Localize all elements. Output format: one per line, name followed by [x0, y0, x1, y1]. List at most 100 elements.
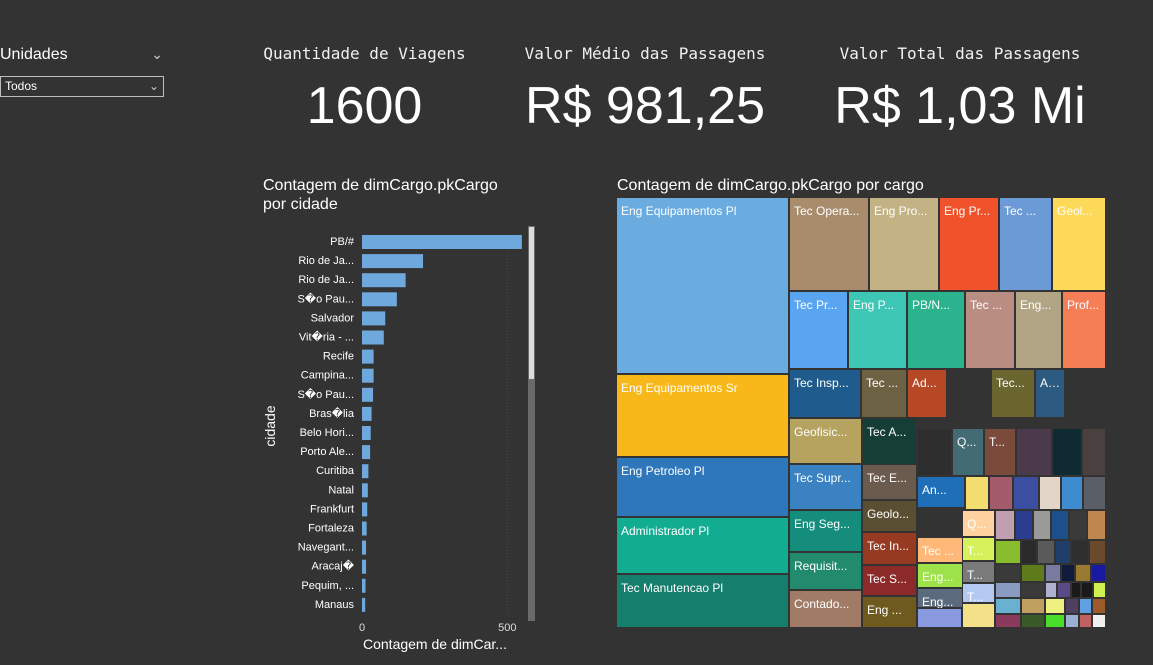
treemap-tile[interactable]: T... [962, 537, 995, 561]
treemap-tile-small[interactable] [1092, 598, 1106, 614]
treemap-tile-small[interactable] [1081, 582, 1093, 598]
treemap-tile[interactable]: Q... [952, 428, 984, 476]
treemap-tile-small[interactable] [1037, 540, 1055, 564]
treemap-tile[interactable]: Prof... [1062, 291, 1106, 369]
treemap-tile[interactable]: Tec S... [862, 565, 917, 596]
treemap-tile-small[interactable] [995, 598, 1021, 614]
treemap-tile-small[interactable] [1016, 428, 1052, 476]
treemap-tile[interactable]: Eng... [1015, 291, 1062, 369]
treemap-tile-small[interactable] [995, 614, 1021, 628]
treemap-tile-label: Geolo... [867, 507, 910, 521]
treemap-tile-small[interactable] [995, 540, 1021, 564]
treemap-tile-small[interactable] [1065, 614, 1079, 628]
treemap-tile-small[interactable] [1055, 540, 1071, 564]
treemap-tile-small[interactable] [995, 510, 1015, 540]
treemap-tile[interactable]: Eng Petroleo Pl [616, 457, 789, 517]
treemap-tile[interactable]: Requisit... [789, 552, 862, 590]
treemap-tile-small[interactable] [1033, 510, 1051, 540]
bar-chart[interactable]: PB/# Rio de Ja... Rio de Ja... S�o Pau... Sa… [257, 226, 557, 660]
treemap-tile-small[interactable] [1052, 428, 1082, 476]
treemap-tile-small[interactable] [1021, 564, 1045, 582]
treemap-tile-small[interactable] [1013, 476, 1039, 510]
treemap-tile[interactable]: Tec In... [862, 532, 917, 565]
treemap-tile-small[interactable] [995, 582, 1021, 598]
treemap-tile-small[interactable] [1021, 614, 1045, 628]
treemap-tile-small[interactable] [1045, 598, 1065, 614]
treemap-tile[interactable]: Eng Pr... [939, 197, 999, 291]
treemap-tile-small[interactable] [1069, 510, 1087, 540]
treemap-tile[interactable]: Tec Insp... [789, 369, 861, 418]
treemap-tile[interactable]: Eng... [917, 563, 964, 588]
treemap-tile[interactable]: Geol... [1052, 197, 1106, 291]
treemap-tile[interactable]: Geolo... [862, 500, 917, 532]
bar [362, 426, 371, 440]
treemap-tile-small[interactable] [1021, 598, 1045, 614]
treemap-tile-small[interactable] [1021, 582, 1045, 598]
treemap-tile-small[interactable] [1079, 614, 1092, 628]
treemap-tile-small[interactable] [1093, 582, 1106, 598]
treemap-tile[interactable]: Eng Seg... [789, 510, 862, 552]
treemap-tile[interactable]: Contado... [789, 590, 862, 628]
treemap-tile[interactable]: Tec Opera... [789, 197, 869, 291]
treemap-tile[interactable]: Tec Manutencao Pl [616, 574, 789, 628]
treemap-tile-small[interactable] [1065, 598, 1079, 614]
treemap-tile-small[interactable] [1083, 476, 1106, 510]
treemap-tile[interactable]: Eng Equipamentos Pl [616, 197, 789, 374]
treemap-tile[interactable]: Tec E... [862, 464, 917, 500]
treemap-tile[interactable]: An... [1035, 369, 1065, 418]
treemap-tile[interactable]: Eng P... [848, 291, 907, 369]
treemap-tile-label: Tec Opera... [794, 204, 860, 218]
treemap-chart[interactable]: Eng Equipamentos Pl Eng Equipamentos Sr En… [616, 197, 1106, 628]
treemap-tile[interactable]: T... [962, 583, 995, 604]
treemap-tile[interactable]: Q... [962, 510, 995, 537]
treemap-tile[interactable]: Tec ... [999, 197, 1052, 291]
treemap-tile-small[interactable] [1087, 510, 1106, 540]
treemap-tile-small[interactable] [989, 476, 1013, 510]
treemap-tile-small[interactable] [1045, 614, 1065, 628]
treemap-tile-small[interactable] [1057, 582, 1071, 598]
treemap-tile[interactable]: Geofisic... [789, 418, 862, 464]
treemap-tile[interactable]: Eng Equipamentos Sr [616, 374, 789, 457]
treemap-tile[interactable]: Tec Pr... [789, 291, 848, 369]
treemap-tile-small[interactable] [1071, 540, 1089, 564]
kpi-value-viagens: 1600 [306, 77, 423, 135]
slicer-dropdown[interactable]: Todos ⌄ [0, 76, 164, 97]
treemap-tile[interactable]: Eng ... [862, 596, 917, 628]
treemap-tile-small[interactable] [1091, 564, 1106, 582]
treemap-tile-small[interactable] [1045, 564, 1061, 582]
treemap-tile-small[interactable] [1051, 510, 1069, 540]
treemap-tile[interactable]: T... [962, 561, 995, 583]
treemap-tile[interactable]: PB/N... [907, 291, 965, 369]
treemap-tile-small[interactable] [1075, 564, 1091, 582]
treemap-tile-small[interactable] [1079, 598, 1092, 614]
treemap-tile-small[interactable] [1045, 582, 1057, 598]
treemap-tile-small[interactable] [1061, 564, 1075, 582]
chevron-down-icon[interactable]: ⌄ [151, 46, 163, 62]
treemap-tile-small[interactable] [965, 476, 989, 510]
treemap-tile-small[interactable] [917, 608, 962, 628]
treemap-tile[interactable]: Tec Supr... [789, 464, 862, 510]
treemap-tile-small[interactable] [1061, 476, 1083, 510]
treemap-tile[interactable]: Tec ... [861, 369, 907, 418]
treemap-tile[interactable]: Tec ... [965, 291, 1015, 369]
treemap-tile[interactable]: T... [984, 428, 1016, 476]
treemap-tile[interactable]: Ad... [907, 369, 947, 418]
treemap-tile-small[interactable] [1015, 510, 1033, 540]
treemap-tile-small[interactable] [995, 564, 1021, 582]
treemap-tile-small[interactable] [1092, 614, 1106, 628]
treemap-tile[interactable]: Tec... [991, 369, 1035, 418]
treemap-tile-small[interactable] [962, 603, 995, 628]
treemap-tile-small[interactable] [1039, 476, 1061, 510]
treemap-tile[interactable]: Eng... [917, 588, 964, 609]
treemap-tile-small[interactable] [1071, 582, 1081, 598]
treemap-tile[interactable]: Administrador Pl [616, 517, 789, 574]
treemap-tile-small[interactable] [917, 428, 952, 476]
treemap-tile-small[interactable] [1082, 428, 1106, 476]
treemap-tile-small[interactable] [1021, 540, 1037, 564]
treemap-tile[interactable]: Tec A... [862, 418, 917, 467]
treemap-tile[interactable]: An... [917, 476, 965, 508]
bar-chart-title: Contagem de dimCargo.pkCargo por cidade [263, 176, 563, 214]
treemap-tile-small[interactable] [1089, 540, 1106, 564]
treemap-tile[interactable]: Tec ... [917, 537, 964, 563]
treemap-tile[interactable]: Eng Pro... [869, 197, 939, 291]
